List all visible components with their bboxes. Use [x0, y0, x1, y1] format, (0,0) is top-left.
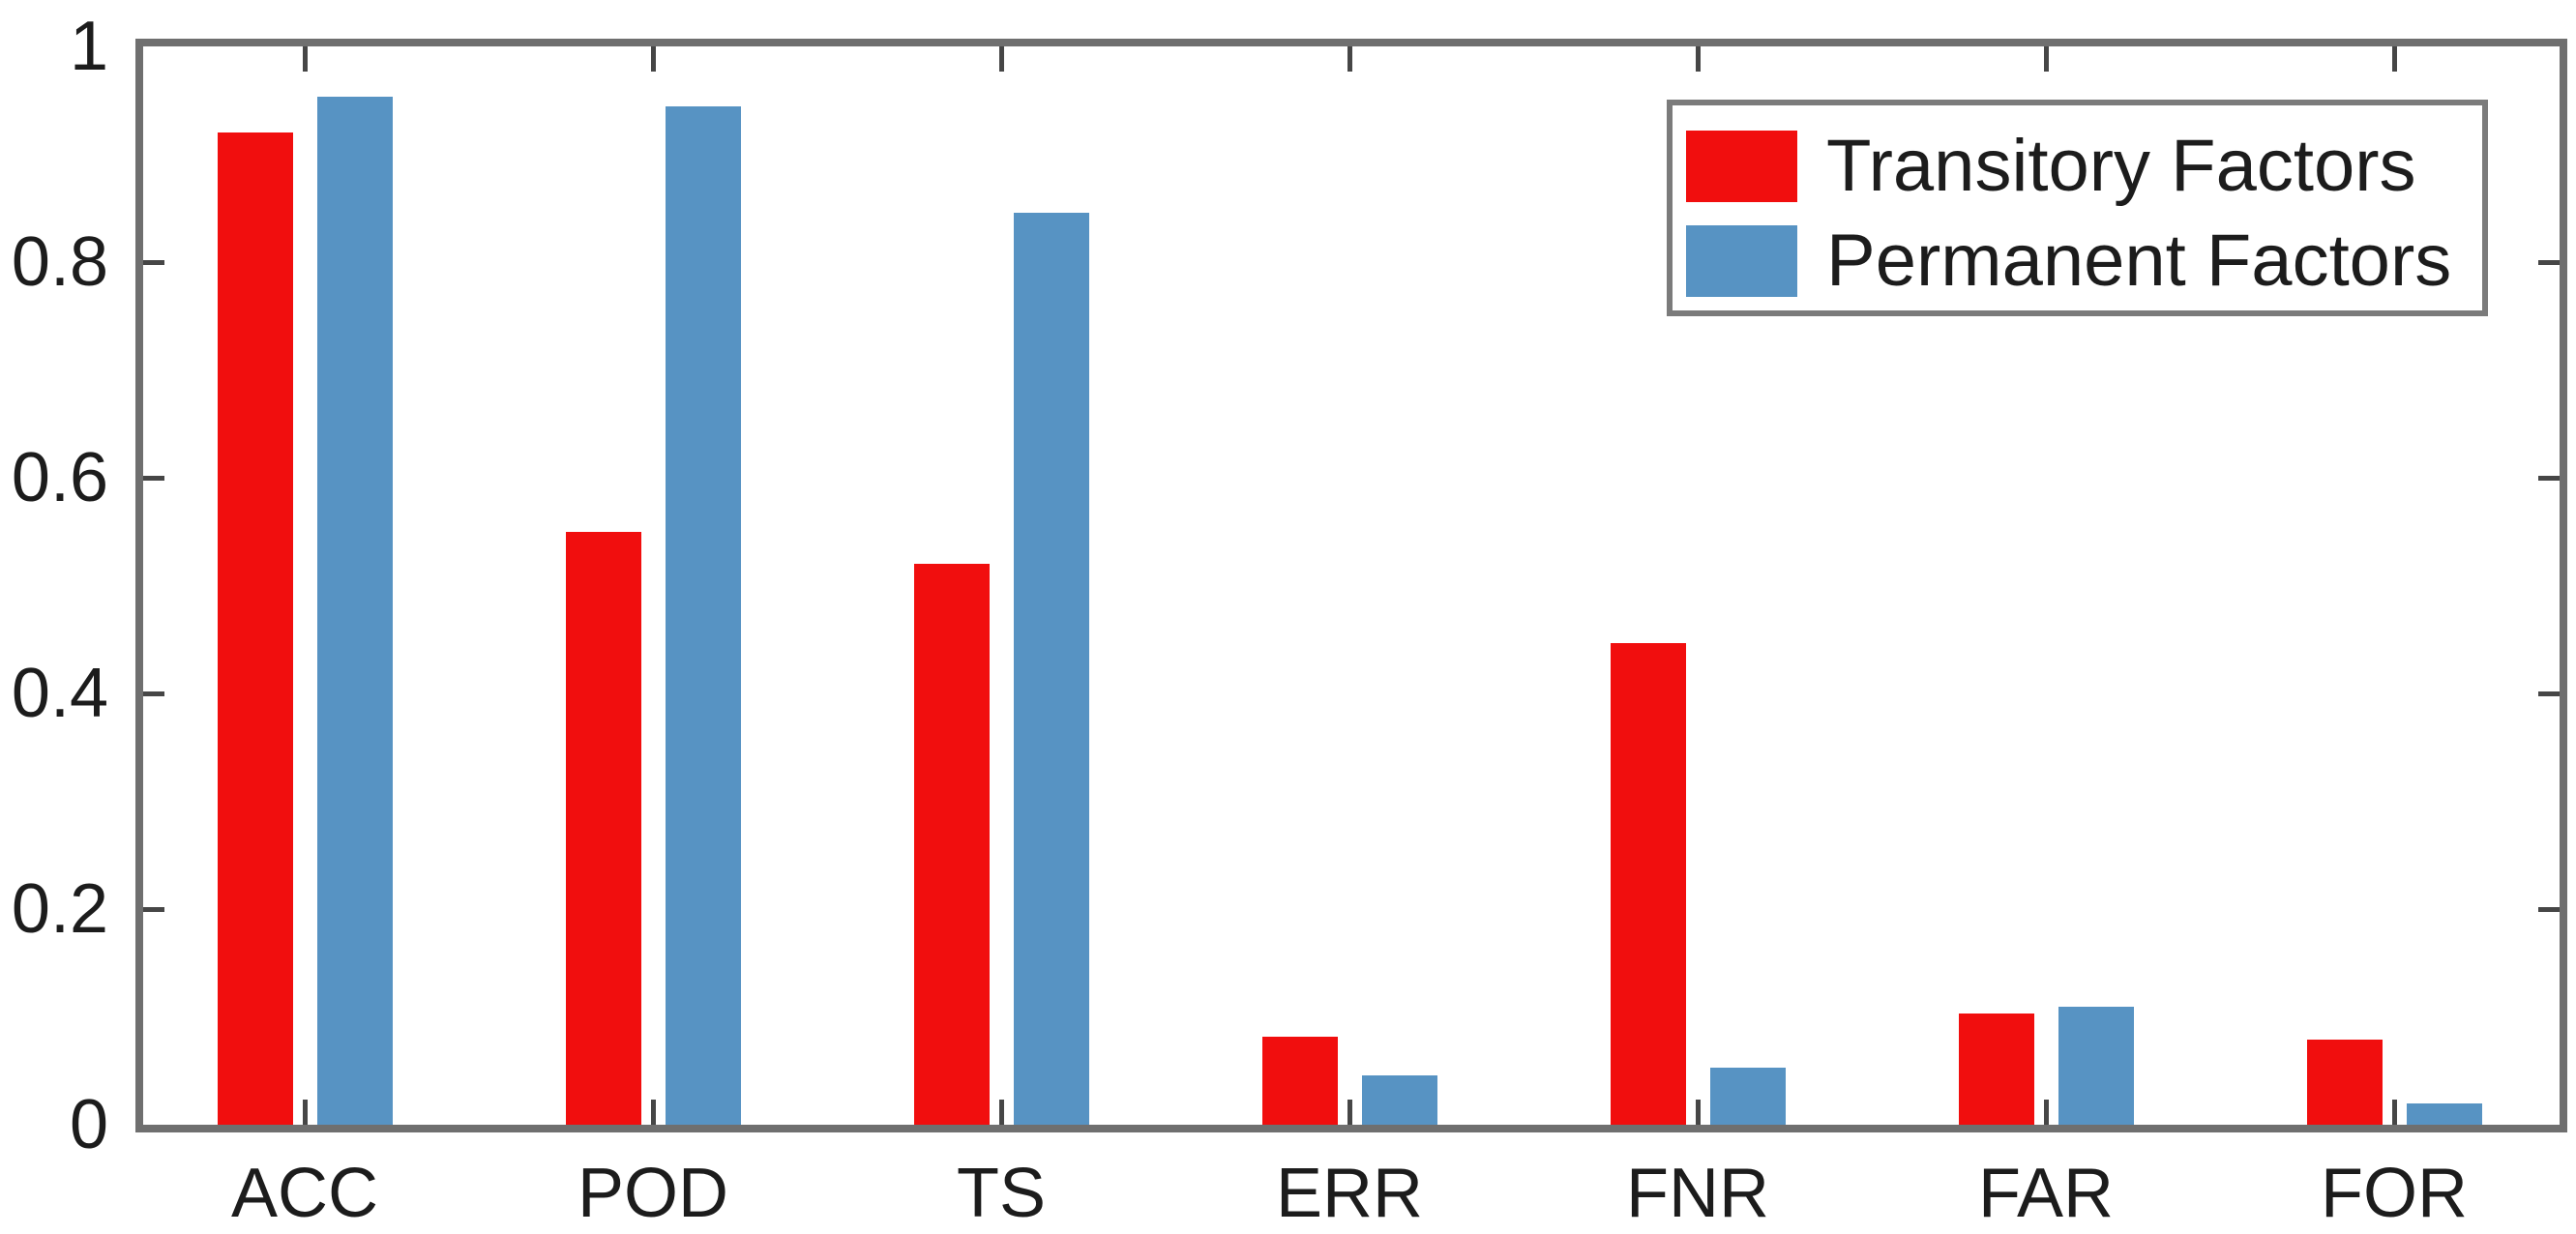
x-tick-label-ts: TS	[956, 1155, 1046, 1232]
x-tick-top-err	[1347, 46, 1352, 72]
x-tick-label-fnr: FNR	[1626, 1155, 1769, 1232]
legend-swatch-transitory-factors	[1686, 131, 1797, 202]
y-tick-label-1: 1	[69, 8, 108, 85]
bar-far-transitory-factors	[1959, 1014, 2034, 1125]
bar-far-permanent-factors	[2058, 1007, 2134, 1125]
x-tick-bottom-acc	[303, 1100, 308, 1125]
y-tick-right-0.4	[2538, 691, 2560, 696]
x-tick-top-pod	[651, 46, 656, 72]
y-tick-right-0.6	[2538, 476, 2560, 481]
legend-item-permanent: Permanent Factors	[1686, 216, 2482, 307]
y-tick-left-0.2	[143, 907, 164, 912]
bar-pod-transitory-factors	[566, 532, 641, 1125]
legend-label-transitory-factors: Transitory Factors	[1826, 125, 2416, 207]
x-tick-bottom-for	[2392, 1100, 2397, 1125]
y-tick-left-0.4	[143, 691, 164, 696]
y-axis-tick-labels: 0 0.2 0.4 0.6 0.8 1	[0, 0, 108, 1234]
x-tick-bottom-err	[1347, 1100, 1352, 1125]
y-tick-label-0.8: 0.8	[11, 223, 108, 301]
x-tick-bottom-ts	[999, 1100, 1004, 1125]
y-tick-left-0.8	[143, 260, 164, 265]
y-tick-label-0.2: 0.2	[11, 870, 108, 948]
legend-swatch-permanent-factors	[1686, 225, 1797, 297]
bar-fnr-transitory-factors	[1611, 643, 1686, 1125]
x-tick-bottom-fnr	[1696, 1100, 1701, 1125]
x-tick-top-for	[2392, 46, 2397, 72]
bar-fnr-permanent-factors	[1710, 1068, 1786, 1125]
x-tick-top-acc	[303, 46, 308, 72]
legend-item-transitory: Transitory Factors	[1686, 121, 2482, 212]
legend: Transitory Factors Permanent Factors	[1667, 100, 2488, 316]
x-tick-top-ts	[999, 46, 1004, 72]
bar-err-transitory-factors	[1262, 1037, 1338, 1125]
x-tick-bottom-pod	[651, 1100, 656, 1125]
x-tick-label-acc: ACC	[230, 1155, 378, 1232]
y-tick-left-0.6	[143, 476, 164, 481]
bar-ts-transitory-factors	[914, 564, 990, 1125]
y-tick-right-0.8	[2538, 260, 2560, 265]
y-tick-label-0.4: 0.4	[11, 655, 108, 732]
bar-ts-permanent-factors	[1014, 213, 1089, 1125]
bar-for-transitory-factors	[2307, 1040, 2383, 1125]
x-tick-label-pod: POD	[577, 1155, 729, 1232]
bar-err-permanent-factors	[1362, 1075, 1437, 1125]
bar-acc-transitory-factors	[218, 132, 293, 1125]
y-tick-right-0.2	[2538, 907, 2560, 912]
x-tick-bottom-far	[2044, 1100, 2049, 1125]
x-tick-label-err: ERR	[1275, 1155, 1423, 1232]
x-tick-label-far: FAR	[1977, 1155, 2115, 1232]
legend-label-permanent-factors: Permanent Factors	[1826, 220, 2452, 302]
bar-pod-permanent-factors	[666, 106, 741, 1125]
y-tick-label-0: 0	[69, 1086, 108, 1163]
bar-acc-permanent-factors	[317, 97, 393, 1125]
x-tick-top-fnr	[1696, 46, 1701, 72]
bar-for-permanent-factors	[2407, 1103, 2482, 1125]
x-tick-label-for: FOR	[2321, 1155, 2468, 1232]
y-tick-label-0.6: 0.6	[11, 439, 108, 516]
x-tick-top-far	[2044, 46, 2049, 72]
